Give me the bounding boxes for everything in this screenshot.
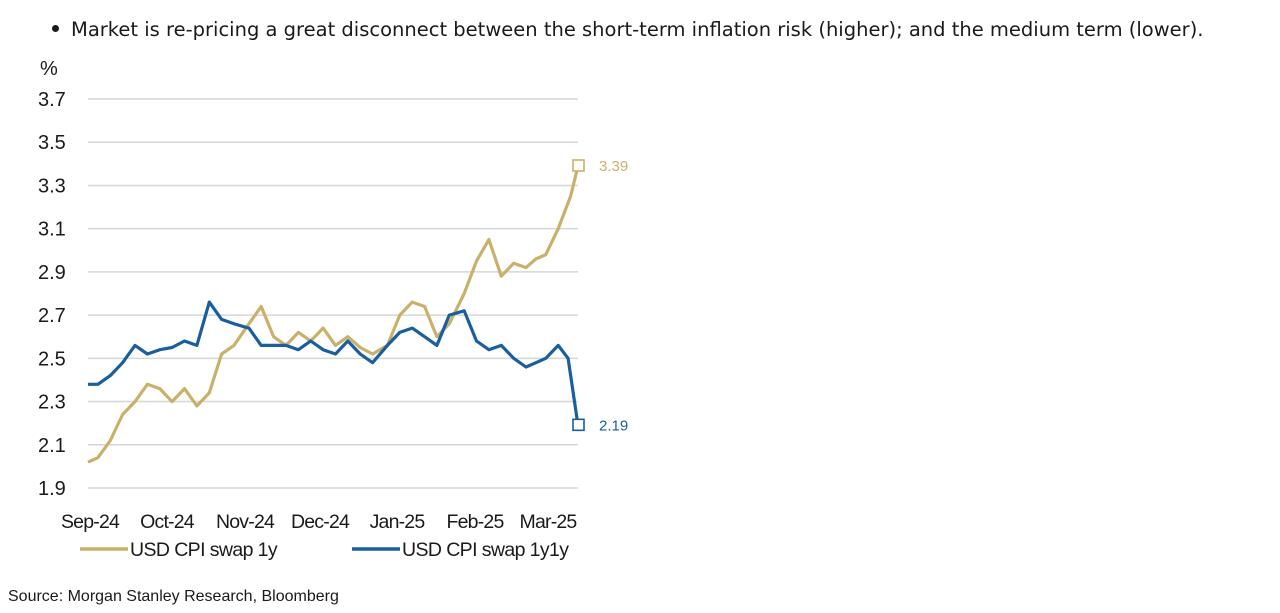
- y-axis-unit: %: [40, 58, 58, 80]
- y-tick-label: 2.1: [38, 435, 66, 457]
- y-tick-label: 2.3: [38, 392, 66, 414]
- y-tick-label: 3.5: [38, 132, 66, 154]
- legend-label: USD CPI swap 1y1y: [402, 539, 569, 561]
- x-tick-label: Oct-24: [140, 511, 195, 533]
- y-tick-label: 3.3: [38, 175, 66, 197]
- bullet-text: Market is re-pricing a great disconnect …: [71, 18, 1204, 41]
- y-tick-label: 2.9: [38, 262, 66, 284]
- y-tick-label: 2.7: [38, 305, 66, 327]
- series-line: [88, 300, 580, 426]
- y-axis-ticks: 3.7 3.5 3.3 3.1 2.9 2.7 2.5 2.3 2.1 1.9: [38, 89, 66, 500]
- x-axis-ticks: Sep-24 Oct-24 Nov-24 Dec-24 Jan-25 Feb-25 Mar-…: [61, 511, 578, 533]
- y-tick-label: 3.1: [38, 219, 66, 241]
- cpi-swap-line-chart: 3.7 3.5 3.3 3.1 2.9 2.7 2.5 2.3 2.1 1.9 % Sep-24 O…: [38, 58, 628, 561]
- y-tick-label: 3.7: [38, 89, 66, 111]
- end-labels: 3.39 2.19: [572, 158, 628, 434]
- x-tick-label: Feb-25: [447, 511, 505, 533]
- y-tick-label: 2.5: [38, 348, 66, 370]
- end-label: 3.39: [599, 158, 628, 175]
- grid-lines: [88, 98, 578, 489]
- y-tick-label: 1.9: [38, 478, 66, 500]
- end-label: 2.19: [599, 417, 628, 434]
- end-marker: [572, 159, 585, 172]
- series-line: [87, 165, 580, 464]
- x-tick-label: Jan-25: [370, 511, 426, 533]
- series-lines: [87, 165, 580, 464]
- bullet-dot-icon: [52, 25, 59, 32]
- x-tick-label: Sep-24: [61, 511, 120, 533]
- legend: USD CPI swap 1y USD CPI swap 1y1y: [80, 539, 570, 561]
- source-note: Source: Morgan Stanley Research, Bloombe…: [8, 588, 339, 605]
- x-tick-label: Dec-24: [291, 511, 350, 533]
- x-tick-label: Mar-25: [520, 511, 578, 533]
- bullet-text-line: Market is re-pricing a great disconnect …: [52, 18, 1204, 41]
- x-tick-label: Nov-24: [216, 511, 275, 533]
- end-marker: [572, 418, 585, 432]
- legend-label: USD CPI swap 1y: [130, 539, 278, 561]
